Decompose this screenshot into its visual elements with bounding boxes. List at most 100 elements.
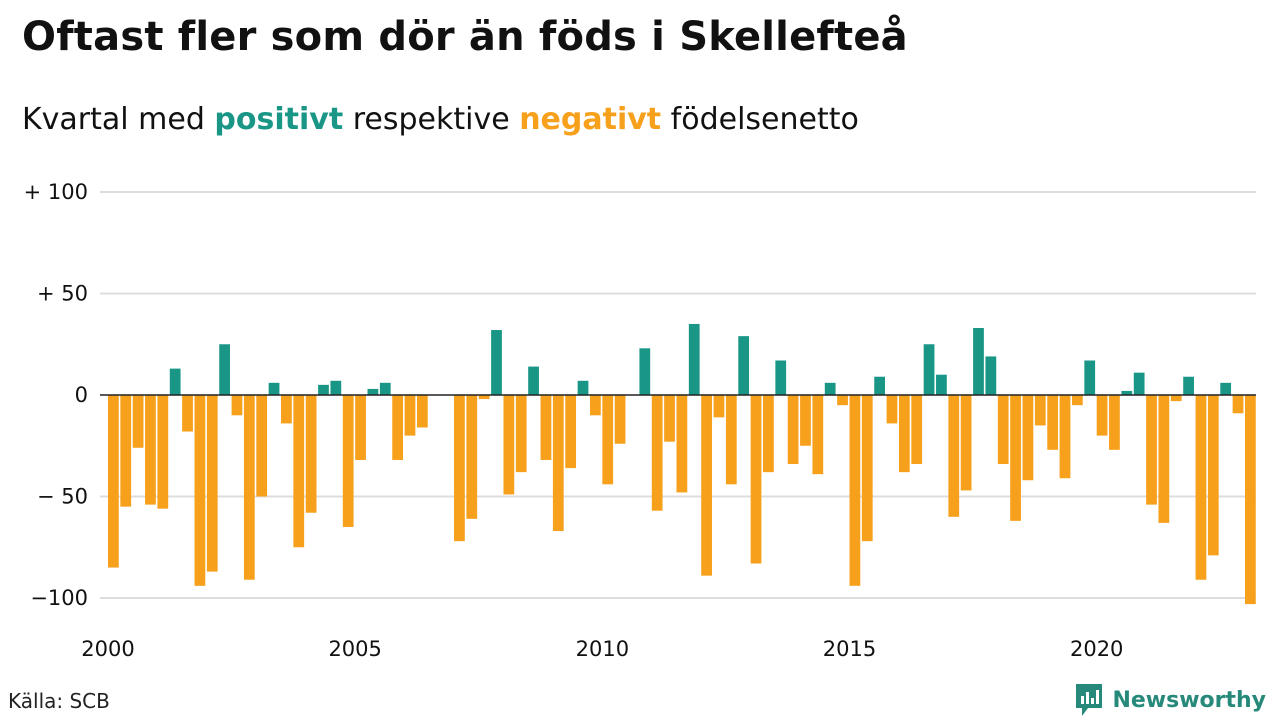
positive-bar	[824, 382, 836, 395]
negative-bar	[664, 395, 675, 442]
negative-bar	[157, 395, 169, 509]
positive-bar	[775, 360, 787, 395]
negative-bar	[713, 395, 725, 418]
x-tick-label: 2000	[81, 637, 134, 661]
negative-bar	[503, 395, 515, 495]
positive-bar	[1133, 372, 1145, 395]
negative-bar	[614, 395, 626, 444]
negative-bar	[552, 395, 564, 532]
positive-bar	[577, 380, 589, 395]
subtitle-part-2: respektive	[343, 102, 520, 137]
negative-bar	[960, 395, 972, 491]
negative-bar	[1071, 395, 1083, 406]
negative-bar	[1170, 395, 1182, 402]
brand-logo: Newsworthy	[1074, 682, 1266, 718]
positive-bar	[491, 330, 502, 395]
positive-bar	[219, 344, 230, 395]
negative-bar	[861, 395, 873, 542]
negative-bar	[478, 395, 490, 400]
negative-bar	[1245, 395, 1256, 605]
positive-bar	[936, 374, 947, 395]
negative-bar	[701, 395, 712, 576]
subtitle-part-3: födelsenetto	[661, 102, 859, 137]
positive-bar	[318, 384, 329, 395]
negative-bar	[256, 395, 268, 497]
negative-bar	[1010, 395, 1021, 521]
negative-bar	[416, 395, 428, 428]
positive-bar	[528, 366, 539, 395]
subtitle-part-1: Kvartal med	[22, 102, 215, 137]
negative-bar	[1146, 395, 1157, 505]
negative-bar	[231, 395, 243, 416]
negative-bar	[948, 395, 960, 517]
negative-bar	[120, 395, 132, 507]
positive-bar	[923, 344, 935, 395]
negative-bar	[108, 395, 119, 568]
negative-bar	[243, 395, 255, 580]
negative-bar	[540, 395, 552, 460]
positive-bar	[985, 356, 997, 395]
positive-bar	[169, 368, 181, 395]
y-tick-label: 0	[75, 383, 88, 407]
negative-bar	[281, 395, 292, 424]
y-tick-label: + 100	[24, 180, 88, 204]
negative-bar	[355, 395, 366, 460]
negative-bar	[1158, 395, 1170, 523]
chart-subtitle: Kvartal med positivt respektive negativt…	[22, 102, 859, 137]
x-tick-label: 2010	[576, 637, 629, 661]
negative-bar	[651, 395, 663, 511]
positive-bar	[1084, 360, 1096, 395]
negative-bar	[145, 395, 156, 505]
negative-bar	[911, 395, 923, 465]
negative-bar	[886, 395, 898, 424]
negative-bar	[182, 395, 193, 432]
x-tick-label: 2005	[328, 637, 381, 661]
source-note: Källa: SCB	[8, 689, 110, 713]
negative-bar	[392, 395, 404, 460]
negative-bar	[837, 395, 848, 406]
positive-bar	[367, 388, 379, 395]
negative-bar	[676, 395, 688, 493]
negative-bar	[565, 395, 577, 469]
negative-bar	[1022, 395, 1034, 481]
positive-bar	[973, 328, 984, 395]
negative-bar	[515, 395, 527, 473]
negative-bar	[1034, 395, 1046, 426]
positive-bar	[738, 336, 750, 395]
negative-bar	[1047, 395, 1059, 450]
negative-bar	[466, 395, 478, 519]
x-tick-label: 2015	[823, 637, 876, 661]
negative-bar	[1207, 395, 1219, 556]
negative-bar	[787, 395, 799, 465]
negative-bar	[750, 395, 762, 564]
negative-bar	[812, 395, 824, 475]
negative-bar	[725, 395, 737, 485]
negative-bar	[1059, 395, 1071, 479]
subtitle-negative-word: negativt	[519, 102, 662, 137]
positive-bar	[1220, 382, 1232, 395]
negative-bar	[293, 395, 305, 548]
negative-bar	[342, 395, 354, 527]
y-tick-label: + 50	[37, 282, 88, 306]
negative-bar	[849, 395, 861, 586]
chart-title: Oftast fler som dör än föds i Skellefteå	[22, 14, 908, 60]
negative-bar	[898, 395, 910, 473]
y-tick-label: − 50	[37, 485, 88, 509]
positive-bar	[874, 376, 885, 395]
y-tick-label: −100	[30, 586, 88, 610]
negative-bar	[1096, 395, 1108, 436]
negative-bar	[305, 395, 317, 513]
x-tick-label: 2020	[1070, 637, 1123, 661]
negative-bar	[800, 395, 811, 446]
negative-bar	[1232, 395, 1244, 414]
negative-bar	[1109, 395, 1120, 450]
positive-bar	[330, 380, 342, 395]
negative-bar	[206, 395, 218, 572]
positive-bar	[1121, 390, 1133, 395]
negative-bar	[404, 395, 416, 436]
negative-bar	[194, 395, 206, 586]
positive-bar	[379, 382, 391, 395]
negative-bar	[1195, 395, 1207, 580]
negative-bar	[589, 395, 601, 416]
